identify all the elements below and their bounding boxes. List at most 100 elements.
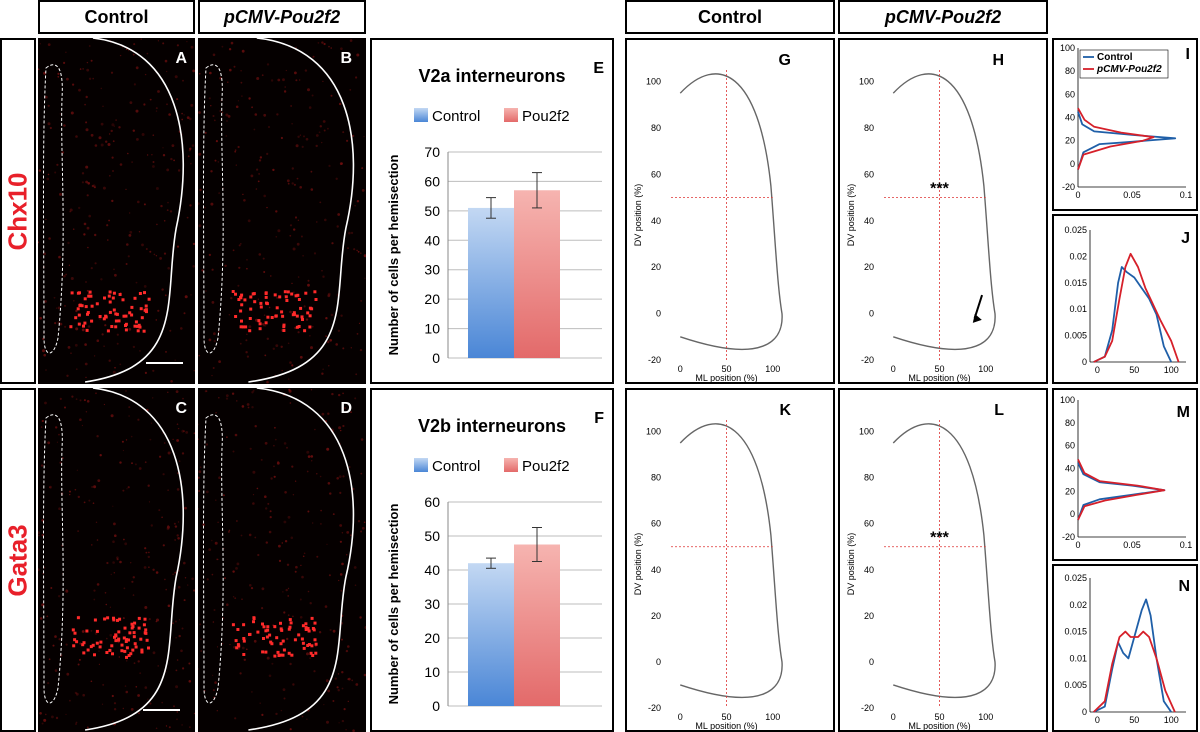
background-speckle: [215, 499, 217, 501]
background-speckle: [166, 525, 170, 529]
background-speckle: [307, 455, 311, 458]
labeled-cell: [265, 301, 268, 305]
chart-title: V2b interneurons: [418, 416, 566, 436]
background-speckle: [92, 184, 96, 188]
background-speckle: [48, 658, 51, 661]
background-speckle: [219, 76, 222, 80]
labeled-cell: [137, 626, 141, 630]
y-tick-label: 0: [432, 350, 440, 366]
labeled-cell: [241, 325, 245, 329]
background-speckle: [236, 562, 240, 566]
background-speckle: [73, 300, 75, 302]
background-speckle: [104, 324, 107, 327]
background-speckle: [144, 73, 147, 76]
background-speckle: [90, 59, 93, 62]
labeled-cell: [138, 325, 142, 329]
y-tick-label: 80: [864, 123, 874, 133]
background-speckle: [206, 578, 209, 581]
background-speckle: [303, 305, 306, 308]
background-speckle: [93, 355, 96, 357]
labeled-cell: [300, 315, 304, 319]
background-speckle: [144, 461, 147, 464]
background-speckle: [46, 177, 50, 181]
labeled-cell: [239, 295, 242, 299]
background-speckle: [75, 135, 78, 138]
background-speckle: [90, 630, 93, 632]
background-speckle: [330, 47, 332, 49]
y-tick-label: 50: [424, 528, 440, 544]
labeled-cell: [299, 306, 303, 310]
background-speckle: [172, 573, 174, 576]
background-speckle: [345, 649, 349, 653]
background-speckle: [114, 366, 116, 369]
background-speckle: [101, 703, 104, 705]
background-speckle: [166, 209, 169, 212]
background-speckle: [251, 691, 253, 693]
labeled-cell: [127, 638, 130, 642]
x-tick-label: 50: [721, 364, 731, 374]
background-speckle: [123, 538, 125, 541]
y-tick-label: 20: [864, 262, 874, 272]
y-tick-label: 0: [1070, 159, 1075, 169]
background-speckle: [261, 713, 264, 716]
background-speckle: [111, 694, 114, 698]
x-tick-label: 50: [1129, 365, 1139, 375]
background-speckle: [345, 553, 348, 556]
background-speckle: [147, 555, 150, 559]
background-speckle: [152, 369, 155, 372]
labeled-cell: [147, 297, 151, 301]
y-tick-label: 60: [1065, 441, 1075, 451]
labeled-cell: [123, 626, 127, 630]
background-speckle: [363, 673, 366, 677]
background-speckle: [74, 691, 78, 695]
background-speckle: [271, 662, 274, 665]
y-tick-label: 40: [651, 565, 661, 575]
labeled-cell: [69, 325, 73, 329]
x-axis-label: ML position (%): [695, 373, 757, 382]
background-speckle: [193, 712, 195, 715]
labeled-cell: [123, 649, 127, 653]
background-speckle: [98, 650, 100, 652]
background-speckle: [256, 168, 259, 171]
background-speckle: [337, 329, 341, 332]
bar-chart-e: V2a interneurons Control Pou2f2 0 10 20 30 40 50…: [370, 38, 614, 384]
background-speckle: [246, 403, 250, 406]
background-speckle: [176, 245, 180, 248]
background-speckle: [110, 414, 114, 418]
background-speckle: [316, 555, 319, 558]
background-speckle: [124, 685, 127, 687]
background-speckle: [235, 567, 238, 570]
background-speckle: [113, 125, 116, 127]
labeled-cell: [76, 307, 80, 311]
background-speckle: [181, 452, 185, 455]
background-speckle: [84, 103, 86, 106]
labeled-cell: [111, 296, 115, 300]
background-speckle: [86, 61, 89, 64]
background-speckle: [131, 580, 134, 583]
row-label-chx10: Chx10: [0, 38, 36, 384]
background-speckle: [266, 380, 269, 384]
background-speckle: [293, 291, 295, 293]
line-chart-i: -20 0 20 40 60 80 100 0 0.05 0.1 Control pCMV-Pou2f…: [1052, 38, 1198, 211]
background-speckle: [299, 134, 302, 136]
background-speckle: [314, 428, 316, 431]
background-speckle: [122, 449, 124, 452]
background-speckle: [351, 679, 354, 682]
x-tick-label: 50: [1129, 715, 1139, 725]
background-speckle: [69, 208, 73, 212]
labeled-cell: [142, 623, 146, 627]
background-speckle: [55, 426, 58, 429]
background-speckle: [340, 589, 343, 592]
background-speckle: [198, 224, 202, 228]
labeled-cell: [95, 629, 99, 633]
background-speckle: [193, 432, 195, 435]
labeled-cell: [140, 648, 144, 652]
background-speckle: [47, 122, 51, 126]
background-speckle: [167, 524, 169, 527]
background-speckle: [106, 637, 108, 640]
background-speckle: [43, 353, 46, 357]
background-speckle: [144, 371, 147, 374]
background-speckle: [290, 536, 294, 540]
background-speckle: [327, 412, 330, 415]
